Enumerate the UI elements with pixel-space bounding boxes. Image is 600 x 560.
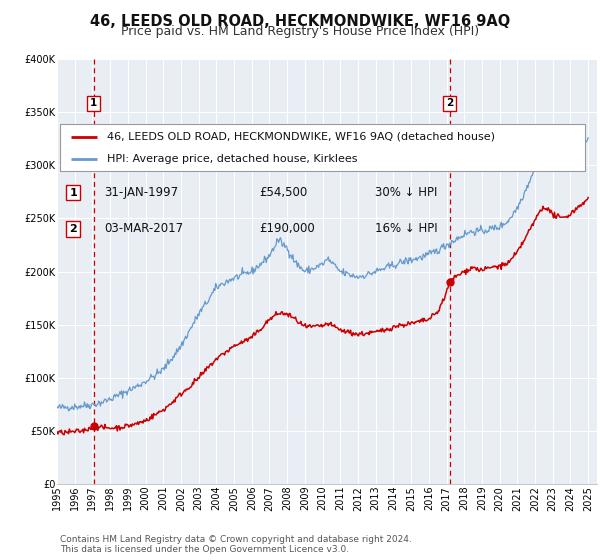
Text: Price paid vs. HM Land Registry's House Price Index (HPI): Price paid vs. HM Land Registry's House … — [121, 25, 479, 38]
Text: 31-JAN-1997: 31-JAN-1997 — [104, 186, 179, 199]
Text: £54,500: £54,500 — [260, 186, 308, 199]
Text: 2: 2 — [69, 224, 77, 234]
Text: 46, LEEDS OLD ROAD, HECKMONDWIKE, WF16 9AQ: 46, LEEDS OLD ROAD, HECKMONDWIKE, WF16 9… — [90, 14, 510, 29]
Text: 46, LEEDS OLD ROAD, HECKMONDWIKE, WF16 9AQ (detached house): 46, LEEDS OLD ROAD, HECKMONDWIKE, WF16 9… — [107, 132, 495, 142]
Text: 1: 1 — [69, 188, 77, 198]
Text: 16% ↓ HPI: 16% ↓ HPI — [375, 222, 437, 235]
Text: 30% ↓ HPI: 30% ↓ HPI — [375, 186, 437, 199]
Text: £190,000: £190,000 — [260, 222, 315, 235]
Text: HPI: Average price, detached house, Kirklees: HPI: Average price, detached house, Kirk… — [107, 154, 358, 164]
Text: 2: 2 — [446, 99, 453, 109]
FancyBboxPatch shape — [60, 124, 585, 171]
Text: 1: 1 — [90, 99, 97, 109]
Text: 03-MAR-2017: 03-MAR-2017 — [104, 222, 184, 235]
Text: Contains HM Land Registry data © Crown copyright and database right 2024.
This d: Contains HM Land Registry data © Crown c… — [60, 535, 412, 554]
